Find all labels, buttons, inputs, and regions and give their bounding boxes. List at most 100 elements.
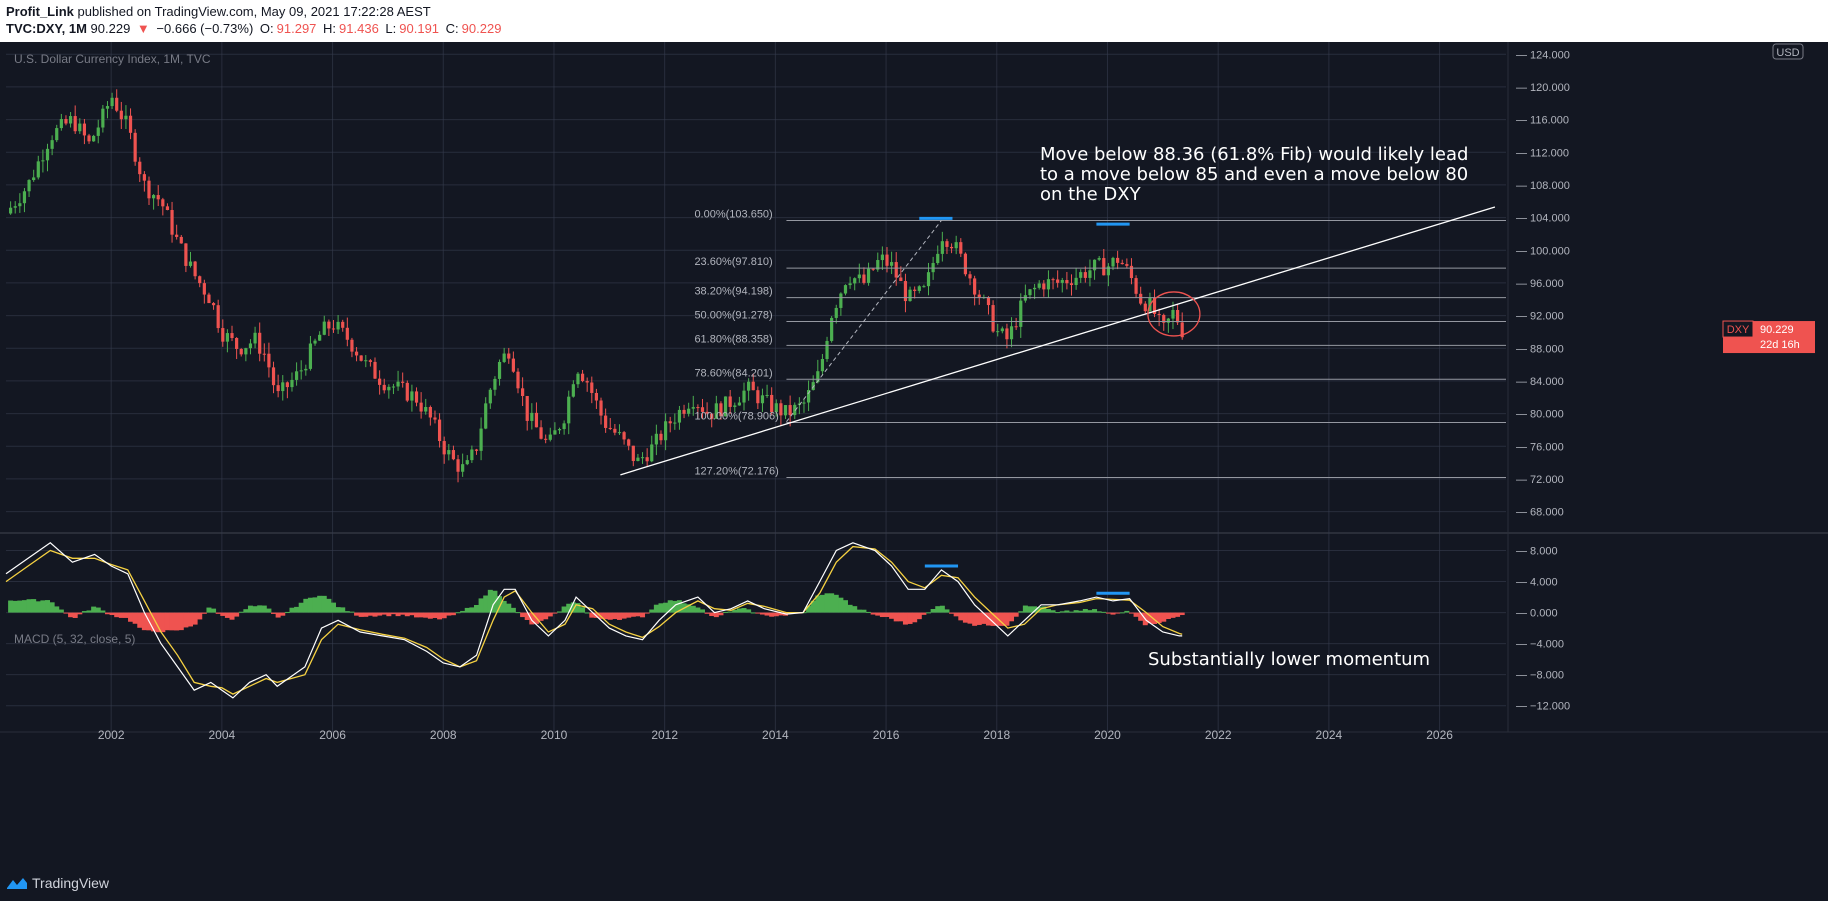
histogram-bar-down bbox=[644, 612, 650, 614]
symbol-line: TVC:DXY, 1M bbox=[6, 21, 87, 36]
histogram-bar-down bbox=[174, 612, 180, 631]
price-pane[interactable]: 0.00%(103.650) 23.60%(97.810) 38.20%(94.19… bbox=[9, 89, 1506, 483]
histogram-bar-down bbox=[164, 612, 170, 631]
histogram-bar-up bbox=[12, 600, 18, 613]
price-tag-symbol: DXY bbox=[1727, 324, 1750, 336]
candle-down bbox=[719, 403, 723, 417]
histogram-bar-down bbox=[141, 612, 147, 631]
macd-tick-label: — 4.000 bbox=[1516, 577, 1558, 589]
price-tag-countdown: 22d 16h bbox=[1760, 339, 1800, 351]
histogram-bar-down bbox=[220, 612, 226, 616]
histogram-bar-up bbox=[686, 604, 692, 613]
candle-up bbox=[890, 262, 894, 266]
candle-up bbox=[825, 340, 829, 360]
histogram-bar-up bbox=[45, 600, 51, 613]
histogram-bar-down bbox=[1105, 612, 1111, 614]
histogram-bar-up bbox=[257, 605, 263, 613]
currency-badge[interactable]: USD bbox=[1772, 43, 1804, 60]
y-tick-label: — 124.000 bbox=[1516, 49, 1570, 61]
histogram-bar-down bbox=[902, 612, 908, 625]
histogram-bar-down bbox=[1152, 612, 1158, 625]
candle-up bbox=[410, 391, 414, 401]
candle-down bbox=[401, 381, 405, 383]
candle-up bbox=[27, 180, 31, 192]
histogram-bar-down bbox=[764, 612, 770, 616]
histogram-bar-up bbox=[833, 594, 839, 613]
candle-down bbox=[991, 305, 995, 332]
candle-up bbox=[318, 334, 322, 341]
chart-canvas[interactable]: 0.00%(103.650) 23.60%(97.810) 38.20%(94.19… bbox=[0, 42, 1828, 865]
candle-down bbox=[133, 132, 137, 162]
histogram-bar-up bbox=[930, 608, 936, 613]
candle-up bbox=[396, 381, 400, 387]
candle-down bbox=[285, 382, 289, 388]
candle-up bbox=[1028, 289, 1032, 296]
author-name[interactable]: Profit_Link bbox=[6, 4, 74, 19]
histogram-bar-up bbox=[699, 609, 705, 613]
histogram-bar-down bbox=[713, 612, 719, 618]
histogram-bar-up bbox=[1096, 611, 1102, 613]
candle-down bbox=[899, 277, 903, 282]
fib-level-label: 100.00%(78.906) bbox=[694, 411, 778, 423]
histogram-bar-down bbox=[1009, 612, 1015, 622]
candle-up bbox=[650, 444, 654, 462]
candle-up bbox=[922, 286, 926, 288]
candle-up bbox=[1166, 318, 1170, 323]
main-annotation-line: to a move below 85 and even a move below… bbox=[1040, 164, 1468, 185]
footer-brand[interactable]: TradingView bbox=[32, 875, 110, 891]
histogram-bar-up bbox=[1032, 606, 1038, 613]
candle-down bbox=[728, 396, 732, 407]
candle-down bbox=[1180, 322, 1184, 338]
candle-down bbox=[705, 411, 709, 414]
histogram-bar-down bbox=[759, 612, 765, 615]
candle-down bbox=[1069, 283, 1074, 286]
histogram-bar-down bbox=[358, 612, 364, 617]
histogram-bar-down bbox=[215, 612, 221, 614]
histogram-bar-down bbox=[432, 612, 438, 618]
histogram-bar-down bbox=[72, 612, 78, 618]
candle-down bbox=[590, 382, 594, 393]
price-tag[interactable]: DXY 90.229 22d 16h bbox=[1722, 320, 1815, 354]
candle-up bbox=[917, 286, 921, 291]
histogram-bar-down bbox=[967, 612, 973, 624]
candle-up bbox=[1046, 279, 1051, 290]
candle-up bbox=[36, 161, 40, 178]
x-tick-label: 2014 bbox=[762, 728, 789, 742]
candle-down bbox=[230, 333, 234, 339]
y-tick-label: — 72.000 bbox=[1516, 474, 1564, 486]
candle-down bbox=[138, 161, 142, 175]
histogram-bar-down bbox=[1165, 612, 1171, 619]
histogram-bar-up bbox=[243, 609, 249, 613]
candle-down bbox=[345, 327, 349, 340]
candle-up bbox=[22, 191, 27, 204]
candle-up bbox=[640, 457, 645, 459]
candle-down bbox=[179, 236, 183, 244]
candle-up bbox=[866, 268, 871, 283]
histogram-bar-up bbox=[303, 598, 309, 613]
candle-up bbox=[68, 116, 73, 124]
histogram-bar-up bbox=[806, 605, 812, 613]
candle-down bbox=[594, 392, 599, 401]
histogram-bar-up bbox=[842, 600, 848, 613]
histogram-bar-down bbox=[275, 612, 281, 618]
histogram-bar-down bbox=[280, 612, 286, 616]
candle-down bbox=[428, 407, 432, 418]
fib-level-label: 50.00%(91.278) bbox=[694, 309, 772, 321]
candle-down bbox=[87, 135, 91, 142]
histogram-bar-down bbox=[1128, 612, 1134, 614]
histogram-bar-up bbox=[8, 600, 14, 613]
candle-up bbox=[571, 384, 575, 397]
candle-down bbox=[604, 415, 608, 428]
last-price: 90.229 bbox=[90, 21, 131, 36]
histogram-bar-up bbox=[829, 593, 835, 613]
candle-up bbox=[1106, 266, 1110, 276]
macd-tick-label: — −12.000 bbox=[1516, 701, 1570, 713]
candle-up bbox=[248, 343, 253, 349]
x-tick-label: 2016 bbox=[873, 728, 900, 742]
currency-badge-label: USD bbox=[1776, 47, 1799, 59]
macd-pane[interactable] bbox=[5, 542, 1185, 699]
candle-down bbox=[511, 358, 515, 372]
histogram-bar-up bbox=[284, 611, 290, 613]
histogram-bar-up bbox=[483, 595, 489, 613]
histogram-bar-down bbox=[907, 612, 913, 624]
